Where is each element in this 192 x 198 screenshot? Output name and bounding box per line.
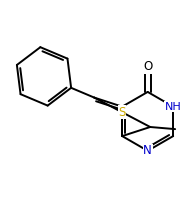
Text: NH: NH: [165, 102, 182, 112]
Text: N: N: [143, 144, 152, 157]
Text: O: O: [143, 60, 152, 73]
Text: S: S: [118, 106, 126, 119]
